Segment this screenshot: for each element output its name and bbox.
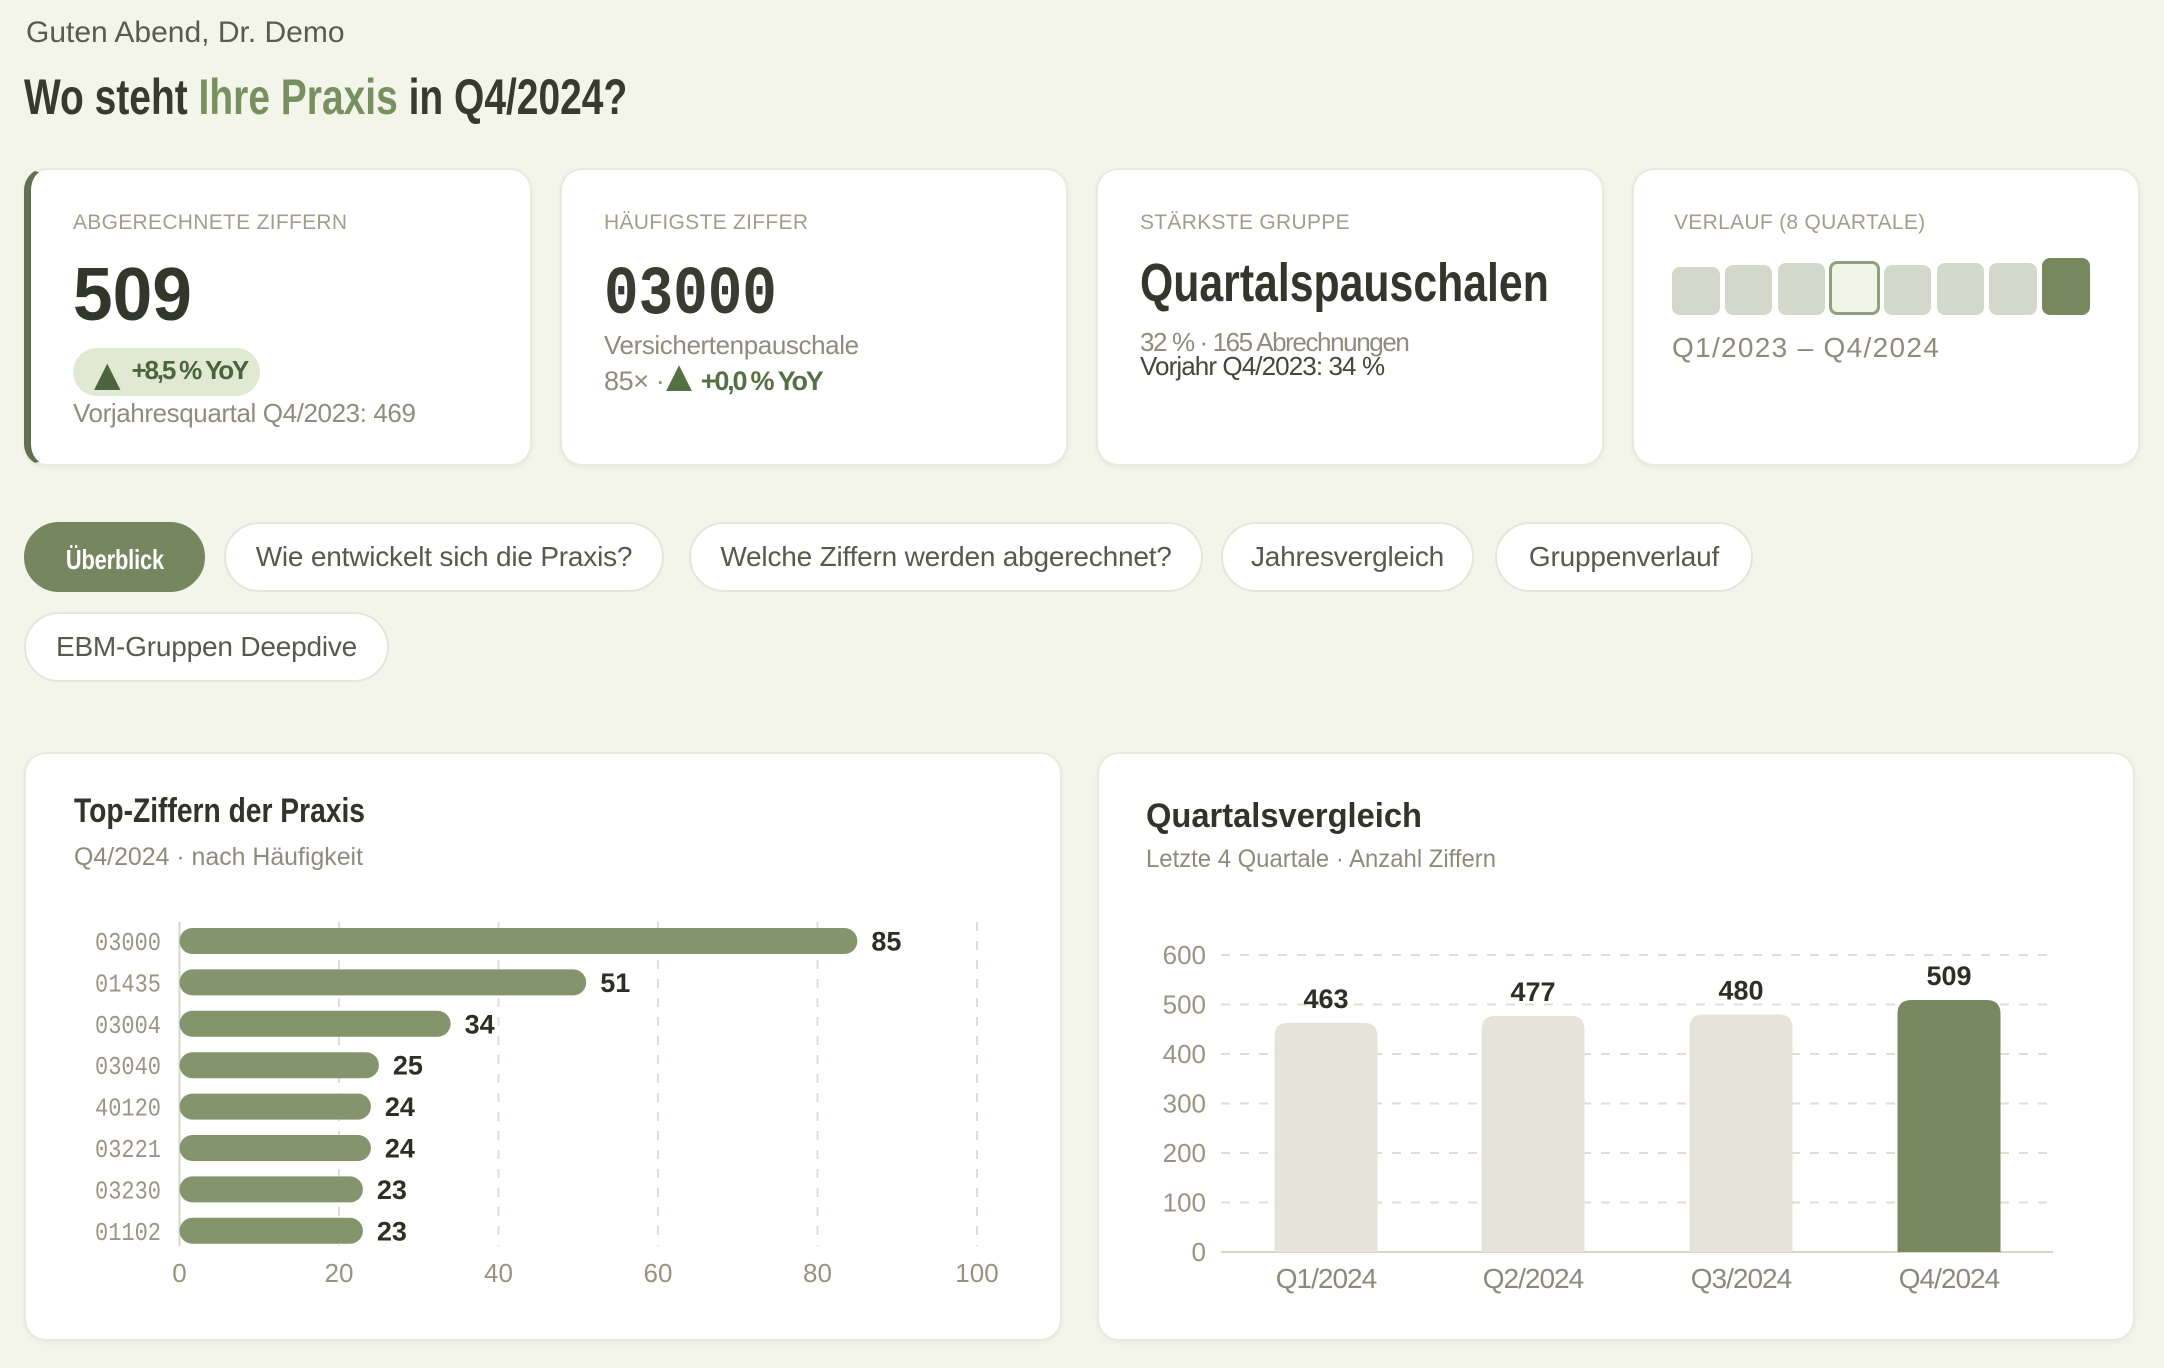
svg-text:477: 477 <box>1510 977 1555 1007</box>
svg-text:0: 0 <box>172 1258 186 1288</box>
svg-text:Q4/2024 · nach Häufigkeit: Q4/2024 · nach Häufigkeit <box>74 843 363 871</box>
svg-text:200: 200 <box>1163 1138 1206 1168</box>
svg-text:0: 0 <box>1192 1237 1206 1267</box>
svg-text:Top-Ziffern der Praxis: Top-Ziffern der Praxis <box>74 792 365 830</box>
svg-text:100: 100 <box>1163 1188 1206 1218</box>
svg-text:03004: 03004 <box>95 1011 161 1041</box>
svg-text:509: 509 <box>1926 961 1971 991</box>
svg-text:85: 85 <box>871 927 901 957</box>
svg-text:34: 34 <box>465 1009 495 1039</box>
svg-text:20: 20 <box>325 1258 354 1288</box>
svg-text:Q2/2024: Q2/2024 <box>1483 1263 1584 1294</box>
svg-text:100: 100 <box>955 1258 998 1288</box>
svg-text:Letzte 4 Quartale · Anzahl Zif: Letzte 4 Quartale · Anzahl Ziffern <box>1146 845 1496 873</box>
svg-text:463: 463 <box>1303 984 1348 1014</box>
svg-text:23: 23 <box>377 1175 407 1205</box>
svg-text:25: 25 <box>393 1051 423 1081</box>
svg-text:Q4/2024: Q4/2024 <box>1899 1263 2000 1294</box>
svg-text:01102: 01102 <box>95 1218 161 1248</box>
svg-text:23: 23 <box>377 1216 407 1246</box>
svg-text:03221: 03221 <box>95 1135 161 1165</box>
svg-text:40120: 40120 <box>95 1094 161 1124</box>
svg-text:Q3/2024: Q3/2024 <box>1691 1263 1792 1294</box>
svg-text:80: 80 <box>803 1258 832 1288</box>
svg-text:300: 300 <box>1163 1089 1206 1119</box>
svg-text:Quartalsvergleich: Quartalsvergleich <box>1146 797 1422 835</box>
svg-text:03230: 03230 <box>95 1176 161 1206</box>
svg-text:500: 500 <box>1163 990 1206 1020</box>
svg-text:480: 480 <box>1718 975 1763 1005</box>
svg-text:Q1/2024: Q1/2024 <box>1276 1263 1377 1294</box>
svg-text:400: 400 <box>1163 1039 1206 1069</box>
svg-text:60: 60 <box>644 1258 673 1288</box>
svg-text:24: 24 <box>385 1092 415 1122</box>
svg-text:01435: 01435 <box>95 969 161 999</box>
svg-text:03040: 03040 <box>95 1052 161 1082</box>
svg-text:51: 51 <box>600 968 630 998</box>
svg-text:03000: 03000 <box>95 928 161 958</box>
svg-text:24: 24 <box>385 1134 415 1164</box>
svg-text:40: 40 <box>484 1258 513 1288</box>
svg-text:600: 600 <box>1163 940 1206 970</box>
